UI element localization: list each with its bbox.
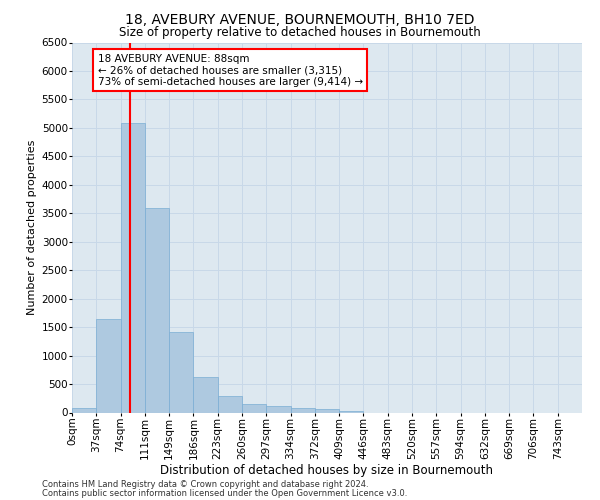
Bar	[290, 408, 315, 412]
Bar	[121, 124, 145, 412]
Bar	[72, 408, 96, 412]
Bar	[193, 377, 218, 412]
Bar	[169, 332, 193, 412]
Bar	[315, 410, 339, 412]
Bar	[242, 404, 266, 412]
Text: Contains public sector information licensed under the Open Government Licence v3: Contains public sector information licen…	[42, 488, 407, 498]
Y-axis label: Number of detached properties: Number of detached properties	[28, 140, 37, 315]
Bar	[339, 411, 364, 412]
Bar	[218, 396, 242, 412]
X-axis label: Distribution of detached houses by size in Bournemouth: Distribution of detached houses by size …	[161, 464, 493, 477]
Text: Contains HM Land Registry data © Crown copyright and database right 2024.: Contains HM Land Registry data © Crown c…	[42, 480, 368, 489]
Bar	[96, 318, 121, 412]
Text: 18 AVEBURY AVENUE: 88sqm
← 26% of detached houses are smaller (3,315)
73% of sem: 18 AVEBURY AVENUE: 88sqm ← 26% of detach…	[97, 54, 362, 87]
Text: Size of property relative to detached houses in Bournemouth: Size of property relative to detached ho…	[119, 26, 481, 39]
Bar	[266, 406, 290, 412]
Bar	[145, 208, 169, 412]
Text: 18, AVEBURY AVENUE, BOURNEMOUTH, BH10 7ED: 18, AVEBURY AVENUE, BOURNEMOUTH, BH10 7E…	[125, 12, 475, 26]
